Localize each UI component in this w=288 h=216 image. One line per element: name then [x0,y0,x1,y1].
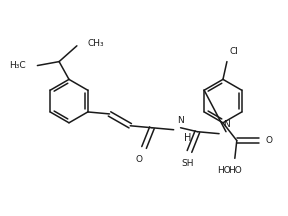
Text: N: N [223,120,230,129]
Text: O: O [266,136,272,145]
Text: Cl: Cl [230,47,239,56]
Text: H₃C: H₃C [9,61,26,70]
Text: SH: SH [181,159,194,168]
Text: HO: HO [228,166,242,175]
Text: O: O [136,155,143,164]
Text: N: N [178,116,184,125]
Text: H: H [183,133,191,143]
Text: CH₃: CH₃ [88,39,104,48]
Text: HO: HO [217,166,231,175]
